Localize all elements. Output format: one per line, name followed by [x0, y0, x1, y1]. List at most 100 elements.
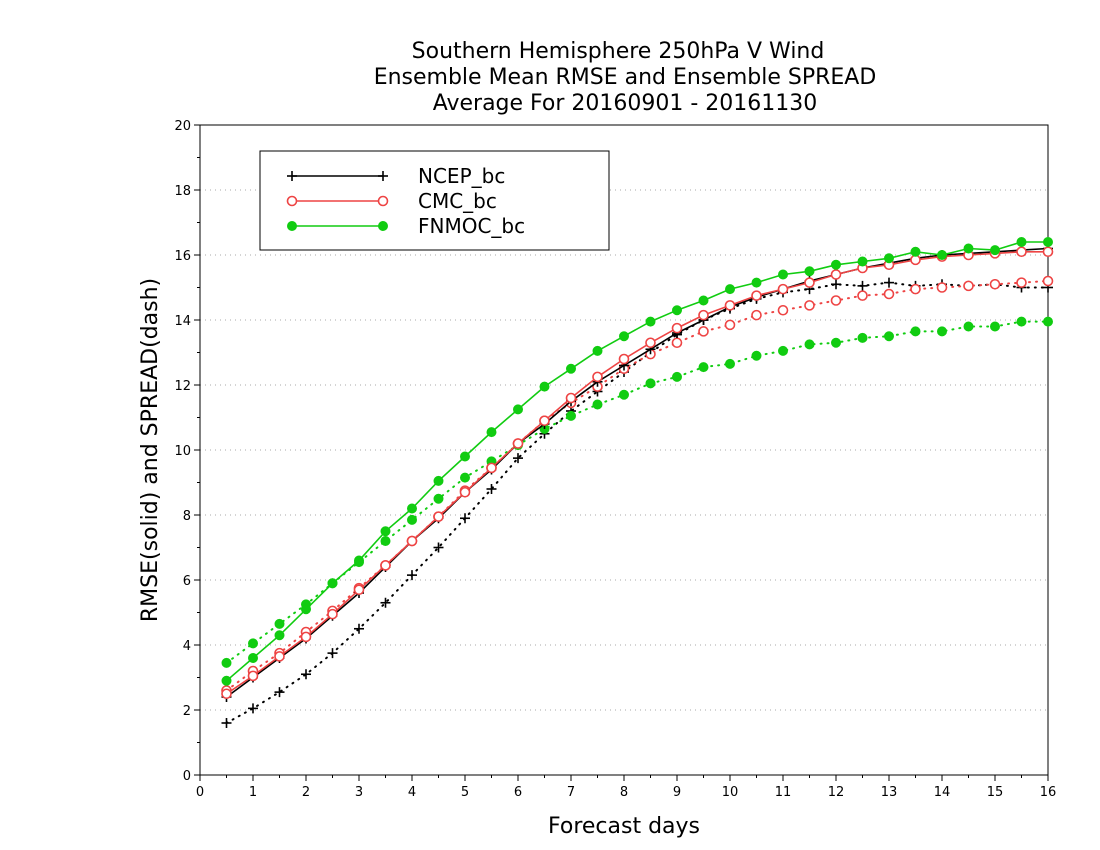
- fnmoc-bc-spread-line: [225, 320, 1049, 664]
- cmc-bc-rmse-point: [300, 631, 312, 643]
- cmc-bc-rmse-point: [804, 277, 815, 288]
- cmc-bc-rmse-point: [459, 486, 471, 498]
- cmc-bc-rmse-point: [724, 300, 736, 311]
- cmc-bc-spread-point: [857, 290, 868, 301]
- fnmoc-bc-rmse-point: [725, 284, 735, 295]
- fnmoc-bc-rmse-point: [1016, 237, 1027, 247]
- cmc-bc-rmse-line: [226, 251, 1048, 695]
- grid: [200, 189, 1048, 711]
- fnmoc-bc-spread-point: [1043, 316, 1053, 327]
- y-tick-label: 4: [183, 639, 191, 654]
- fnmoc-bc-rmse-point: [539, 381, 550, 392]
- cmc-bc-rmse-point: [486, 462, 497, 474]
- fnmoc-bc-rmse-point: [513, 404, 523, 415]
- ncep-bc-spread-point: [486, 484, 497, 494]
- cmc-bc-rmse-point: [777, 283, 789, 295]
- cmc-bc-spread-point: [1016, 277, 1027, 288]
- cmc-bc-rmse-point: [353, 584, 365, 596]
- fnmoc-bc-rmse-point: [804, 266, 815, 277]
- fnmoc-bc-rmse-point: [460, 451, 470, 462]
- cmc-bc-rmse-point: [592, 371, 603, 383]
- fnmoc-bc-spread-point: [380, 536, 391, 546]
- ncep-bc-spread-point: [831, 279, 841, 290]
- ncep-bc-spread-point: [301, 669, 311, 680]
- y-tick-label: 18: [174, 184, 191, 199]
- fnmoc-bc-spread-point: [619, 389, 629, 400]
- legend-entry: NCEP_bc: [287, 164, 505, 188]
- y-tick-label: 12: [174, 379, 191, 394]
- fnmoc-bc-spread-point: [857, 332, 868, 343]
- cmc-bc-rmse-point: [380, 560, 391, 571]
- x-tick-label: 9: [673, 785, 681, 800]
- fnmoc-bc-spread-point: [592, 399, 603, 410]
- cmc-bc-spread-point: [1042, 275, 1054, 287]
- y-tick-label: 0: [183, 769, 191, 784]
- fnmoc-bc-spread-point: [698, 362, 709, 373]
- legend-marker: [378, 171, 388, 181]
- y-tick-label: 10: [174, 444, 191, 459]
- fnmoc-bc-rmse-point: [884, 253, 894, 264]
- fnmoc-bc-spread-point: [884, 331, 894, 342]
- fnmoc-bc-rmse-point: [937, 250, 947, 260]
- fnmoc-bc-rmse-point: [248, 653, 258, 663]
- fnmoc-bc-spread-point: [804, 339, 815, 350]
- cmc-bc-rmse-point: [433, 511, 444, 522]
- legend-marker: [287, 171, 297, 181]
- cmc-bc-rmse-point: [274, 651, 285, 662]
- fnmoc-bc-rmse-point: [751, 277, 762, 288]
- fnmoc-bc-spread-point: [937, 326, 947, 337]
- fnmoc-bc-rmse-point: [698, 295, 709, 306]
- cmc-bc-rmse-point: [539, 415, 550, 427]
- x-tick-label: 15: [987, 785, 1004, 800]
- x-tick-label: 5: [461, 785, 469, 800]
- cmc-bc-rmse-point: [247, 670, 259, 682]
- cmc-bc-rmse-point: [698, 309, 709, 321]
- x-tick-label: 6: [514, 785, 522, 800]
- fnmoc-bc-spread-point: [645, 378, 656, 389]
- fnmoc-bc-spread-point: [221, 657, 232, 668]
- y-tick-label: 2: [183, 704, 191, 719]
- fnmoc-bc-rmse-point: [486, 427, 497, 438]
- legend-entry: FNMOC_bc: [287, 214, 525, 238]
- legend-entry: CMC_bc: [286, 189, 497, 213]
- ncep-bc-rmse-line: [226, 247, 1049, 698]
- legend-marker: [377, 195, 389, 207]
- cmc-bc-rmse-point: [512, 438, 524, 449]
- fnmoc-bc-spread-point: [1016, 316, 1027, 327]
- cmc-bc-rmse-point: [565, 392, 577, 404]
- fnmoc-bc-spread-point: [725, 358, 735, 369]
- legend-label: NCEP_bc: [418, 164, 505, 188]
- fnmoc-bc-rmse-point: [963, 243, 974, 254]
- cmc-bc-spread-line: [225, 280, 1049, 692]
- cmc-bc-spread-point: [883, 288, 895, 300]
- fnmoc-bc-rmse-point: [1043, 237, 1053, 247]
- ncep-bc-spread-point: [327, 648, 338, 659]
- cmc-bc-spread-point: [751, 309, 762, 321]
- x-tick-label: 13: [881, 785, 898, 800]
- fnmoc-bc-spread-point: [910, 326, 921, 337]
- cmc-bc-rmse-point: [221, 688, 232, 700]
- x-tick-label: 3: [355, 785, 363, 800]
- cmc-bc-spread-point: [777, 304, 789, 316]
- x-tick-label: 11: [775, 785, 792, 800]
- cmc-bc-spread-point: [910, 283, 921, 295]
- y-tick-label: 16: [174, 249, 191, 264]
- plot-area: [221, 237, 1054, 728]
- fnmoc-bc-rmse-point: [831, 259, 841, 270]
- fnmoc-bc-spread-point: [566, 410, 576, 421]
- legend-marker: [287, 221, 297, 231]
- fnmoc-bc-rmse-point: [566, 363, 576, 374]
- fnmoc-bc-rmse-line: [225, 241, 1048, 682]
- y-tick-label: 14: [174, 314, 191, 329]
- cmc-bc-spread-point: [724, 319, 736, 331]
- cmc-bc-rmse-point: [751, 290, 762, 301]
- cmc-bc-spread-point: [989, 278, 1001, 290]
- fnmoc-bc-rmse-point: [672, 305, 682, 316]
- fnmoc-bc-spread-point: [460, 472, 470, 483]
- ncep-bc-spread-point: [380, 597, 391, 608]
- cmc-bc-rmse-point: [1042, 246, 1054, 258]
- x-tick-label: 10: [722, 785, 739, 800]
- fnmoc-bc-spread-point: [831, 337, 841, 348]
- x-tick-label: 12: [828, 785, 845, 800]
